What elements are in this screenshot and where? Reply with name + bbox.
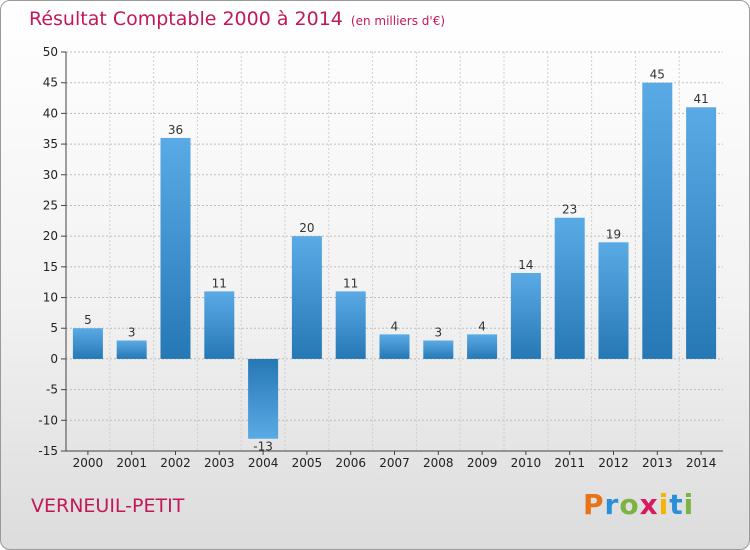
chart-subtitle: (en milliers d'€) [350, 14, 446, 28]
x-tick-label: 2004 [248, 456, 279, 470]
y-tick-label: 45 [43, 76, 58, 90]
bar-2005 [291, 236, 322, 359]
data-label-2001: 3 [128, 326, 136, 340]
bar-2003 [204, 291, 235, 359]
y-tick-label: 0 [50, 352, 58, 366]
logo-letter: x [639, 488, 659, 521]
data-label-2006: 11 [343, 276, 358, 290]
x-tick-label: 2005 [292, 456, 323, 470]
commune-name: VERNEUIL-PETIT [31, 495, 185, 517]
bar-2006 [335, 291, 366, 359]
label-layer: 5 3 36 11 -13 20 11 4 3 4 14 23 19 45 41 [84, 68, 709, 454]
logo-letter: r [604, 488, 620, 521]
data-label-2009: 4 [478, 319, 486, 333]
y-tick-label: 10 [43, 291, 58, 305]
y-tick-label: 5 [50, 321, 58, 335]
logo-letter: i [658, 488, 670, 521]
x-tick-label: 2009 [467, 456, 498, 470]
proxiti-logo[interactable]: Proxiti [583, 488, 694, 521]
bar-2008 [423, 340, 454, 359]
y-tick-label: 50 [43, 45, 58, 59]
bar-2004 [248, 358, 279, 439]
x-tick-label: 2002 [160, 456, 191, 470]
bar-2012 [598, 242, 629, 359]
y-tick-label: -10 [38, 413, 58, 427]
bar-2001 [116, 340, 147, 359]
y-tick-label: 20 [43, 229, 58, 243]
x-tick-label: 2011 [554, 456, 585, 470]
bar-layer [72, 82, 717, 439]
data-label-2012: 19 [606, 227, 621, 241]
data-label-2002: 36 [168, 123, 183, 137]
logo-letter: i [683, 488, 695, 521]
y-tick-label: 40 [43, 106, 58, 120]
data-label-2011: 23 [562, 203, 577, 217]
data-label-2014: 41 [693, 92, 708, 106]
bar-2009 [467, 334, 498, 359]
x-tick-label: 2013 [642, 456, 673, 470]
bar-2013 [642, 82, 673, 359]
y-tick-label: 15 [43, 260, 58, 274]
x-tick-label: 2012 [598, 456, 629, 470]
bar-2010 [510, 272, 541, 359]
data-label-2013: 45 [650, 68, 665, 82]
y-tick-label: -15 [38, 444, 58, 458]
chart-title-text: Résultat Comptable 2000 à 2014 [29, 8, 343, 30]
x-tick-label: 2003 [204, 456, 235, 470]
y-tick-label: 30 [43, 168, 58, 182]
logo-letter: P [583, 488, 605, 521]
x-tick-label: 2000 [73, 456, 104, 470]
bar-2007 [379, 334, 410, 359]
y-tick-label: 35 [43, 137, 58, 151]
data-label-2000: 5 [84, 313, 92, 327]
x-tick-label: 2008 [423, 456, 454, 470]
bar-2011 [554, 217, 585, 359]
data-label-2005: 20 [299, 221, 314, 235]
x-tick-label: 2001 [116, 456, 147, 470]
x-tick-label: 2007 [379, 456, 410, 470]
data-label-2003: 11 [212, 276, 227, 290]
bar-2002 [160, 137, 191, 359]
logo-letter: t [669, 488, 684, 521]
chart-title: Résultat Comptable 2000 à 2014 (en millie… [29, 8, 445, 30]
x-tick-label: 2014 [686, 456, 717, 470]
logo-letter: o [619, 488, 640, 521]
bar-2000 [72, 328, 103, 359]
data-label-2007: 4 [391, 319, 399, 333]
x-tick-label: 2006 [335, 456, 366, 470]
y-tick-label: -5 [46, 383, 58, 397]
y-tick-label: 25 [43, 198, 58, 212]
data-label-2004: -13 [253, 440, 273, 454]
bar-2014 [686, 107, 717, 359]
x-tick-label: 2010 [511, 456, 542, 470]
data-label-2008: 3 [434, 326, 442, 340]
data-label-2010: 14 [518, 258, 533, 272]
